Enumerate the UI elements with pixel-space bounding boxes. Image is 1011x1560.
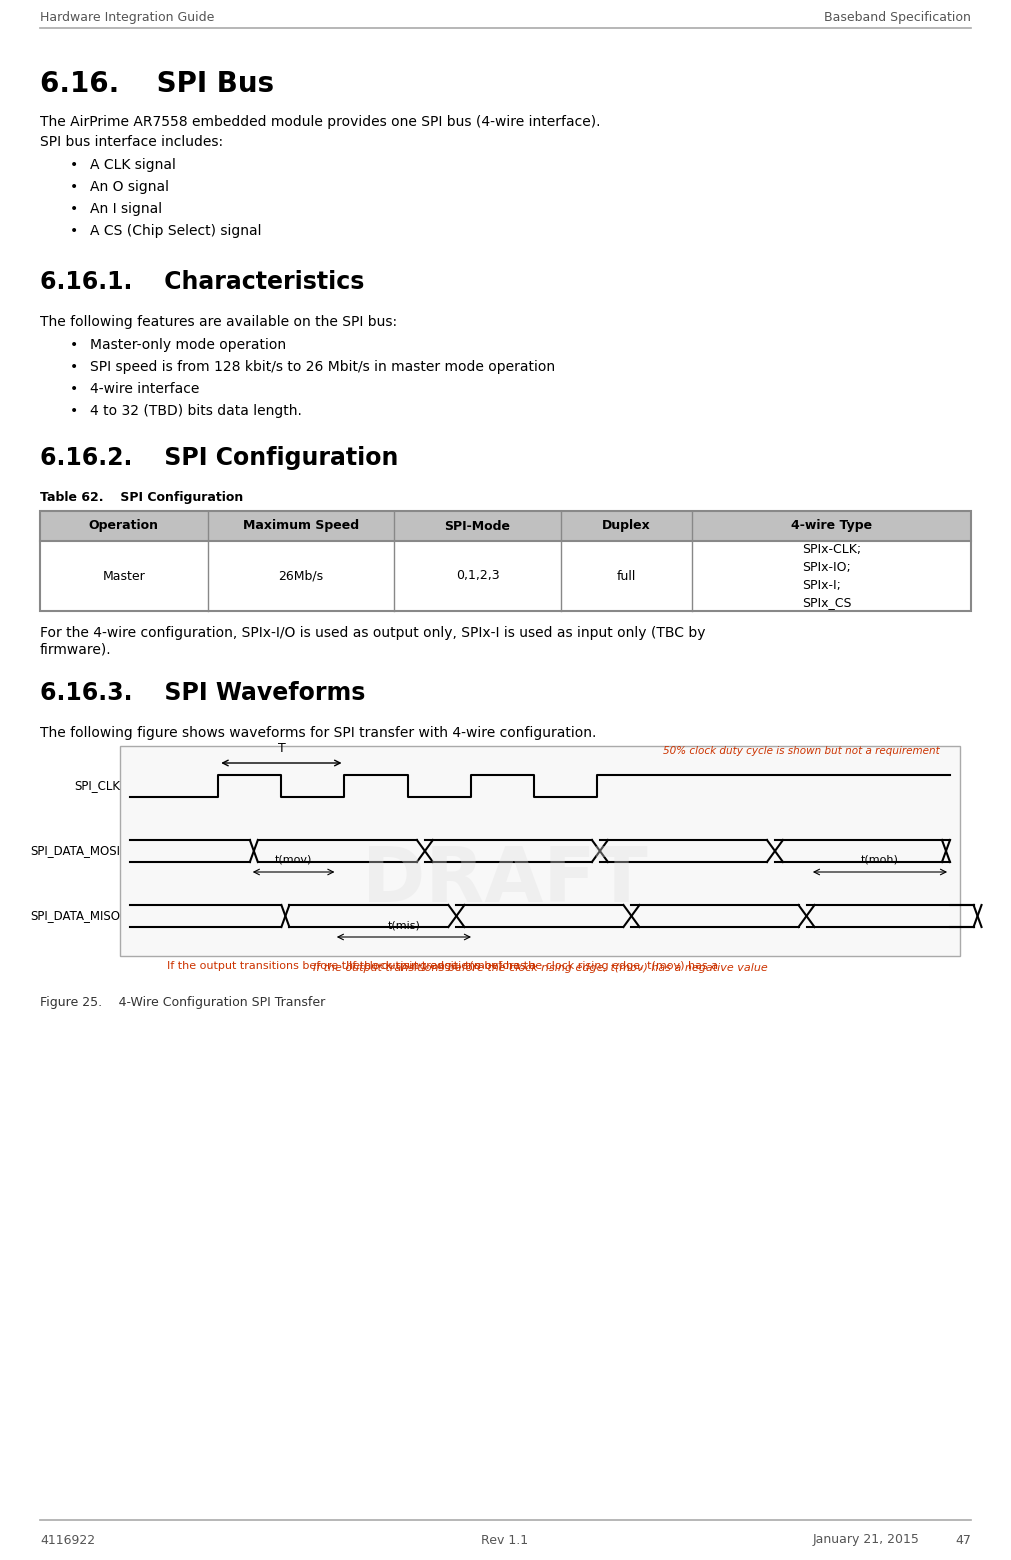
Text: •: • — [70, 404, 78, 418]
Text: 50% clock duty cycle is shown but not a requirement: 50% clock duty cycle is shown but not a … — [663, 746, 940, 757]
Text: January 21, 2015: January 21, 2015 — [813, 1533, 920, 1546]
Bar — [40, 512, 971, 541]
Text: t(moh): t(moh) — [861, 855, 899, 864]
Text: •: • — [70, 339, 78, 353]
Text: The following figure shows waveforms for SPI transfer with 4-wire configuration.: The following figure shows waveforms for… — [40, 725, 596, 739]
Text: An O signal: An O signal — [90, 179, 169, 193]
Text: A CLK signal: A CLK signal — [90, 158, 176, 172]
Text: SPIx-CLK;
SPIx-IO;
SPIx-I;
SPIx_CS: SPIx-CLK; SPIx-IO; SPIx-I; SPIx_CS — [802, 543, 861, 610]
Text: •: • — [70, 382, 78, 396]
Text: Master-only mode operation: Master-only mode operation — [90, 339, 286, 353]
Text: SPI speed is from 128 kbit/s to 26 Mbit/s in master mode operation: SPI speed is from 128 kbit/s to 26 Mbit/… — [90, 360, 555, 374]
Text: Table 62.  SPI Configuration: Table 62. SPI Configuration — [40, 491, 244, 504]
Text: 0,1,2,3: 0,1,2,3 — [456, 569, 499, 582]
Text: Figure 25.  4-Wire Configuration SPI Transfer: Figure 25. 4-Wire Configuration SPI Tran… — [40, 995, 326, 1009]
Text: •: • — [70, 179, 78, 193]
Text: SPI_DATA_MISO: SPI_DATA_MISO — [30, 909, 120, 922]
Text: 4-wire interface: 4-wire interface — [90, 382, 199, 396]
Text: Hardware Integration Guide: Hardware Integration Guide — [40, 11, 214, 25]
Text: Maximum Speed: Maximum Speed — [243, 519, 359, 532]
Text: The following features are available on the SPI bus:: The following features are available on … — [40, 315, 397, 329]
Text: Rev 1.1: Rev 1.1 — [481, 1533, 529, 1546]
Text: •: • — [70, 201, 78, 215]
Text: •: • — [70, 225, 78, 239]
Text: 6.16.3.  SPI Waveforms: 6.16.3. SPI Waveforms — [40, 682, 365, 705]
Text: 6.16.1.  Characteristics: 6.16.1. Characteristics — [40, 270, 364, 293]
Text: T: T — [277, 743, 285, 755]
Text: •: • — [70, 158, 78, 172]
Text: t(mis): t(mis) — [387, 920, 421, 930]
Text: A CS (Chip Select) signal: A CS (Chip Select) signal — [90, 225, 262, 239]
Text: SPI_CLK: SPI_CLK — [74, 780, 120, 792]
Text: If the output transitions before the clock rising edge, t(mov) has a: If the output transitions before the clo… — [168, 961, 540, 970]
Text: •: • — [70, 360, 78, 374]
Text: 6.16.2.  SPI Configuration: 6.16.2. SPI Configuration — [40, 446, 398, 470]
Text: t(mov): t(mov) — [275, 855, 312, 864]
Text: SPI_DATA_MOSI: SPI_DATA_MOSI — [30, 844, 120, 858]
Text: If the output transitions before the clock rising edge, t(mov) has a: If the output transitions before the clo… — [349, 961, 721, 970]
Bar — [40, 512, 971, 612]
Text: An I signal: An I signal — [90, 201, 162, 215]
Text: DRAFT: DRAFT — [362, 844, 648, 917]
Text: 47: 47 — [955, 1533, 971, 1546]
Text: The AirPrime AR7558 embedded module provides one SPI bus (4-wire interface).: The AirPrime AR7558 embedded module prov… — [40, 115, 601, 129]
Text: If the output transitions before the clock rising edge, t(mov) has a negative va: If the output transitions before the clo… — [312, 963, 767, 973]
Text: Master: Master — [102, 569, 146, 582]
Text: 6.16.  SPI Bus: 6.16. SPI Bus — [40, 70, 274, 98]
Text: Duplex: Duplex — [603, 519, 651, 532]
Text: SPI-Mode: SPI-Mode — [445, 519, 511, 532]
Text: For the 4-wire configuration, SPIx-I/O is used as output only, SPIx-I is used as: For the 4-wire configuration, SPIx-I/O i… — [40, 626, 706, 657]
Text: 26Mb/s: 26Mb/s — [278, 569, 324, 582]
Text: 4 to 32 (TBD) bits data length.: 4 to 32 (TBD) bits data length. — [90, 404, 302, 418]
Text: SPI bus interface includes:: SPI bus interface includes: — [40, 136, 223, 150]
Text: 4-wire Type: 4-wire Type — [791, 519, 871, 532]
Text: full: full — [617, 569, 636, 582]
Text: Operation: Operation — [89, 519, 159, 532]
Text: 4116922: 4116922 — [40, 1533, 95, 1546]
Bar — [120, 746, 960, 956]
Text: Baseband Specification: Baseband Specification — [824, 11, 971, 25]
